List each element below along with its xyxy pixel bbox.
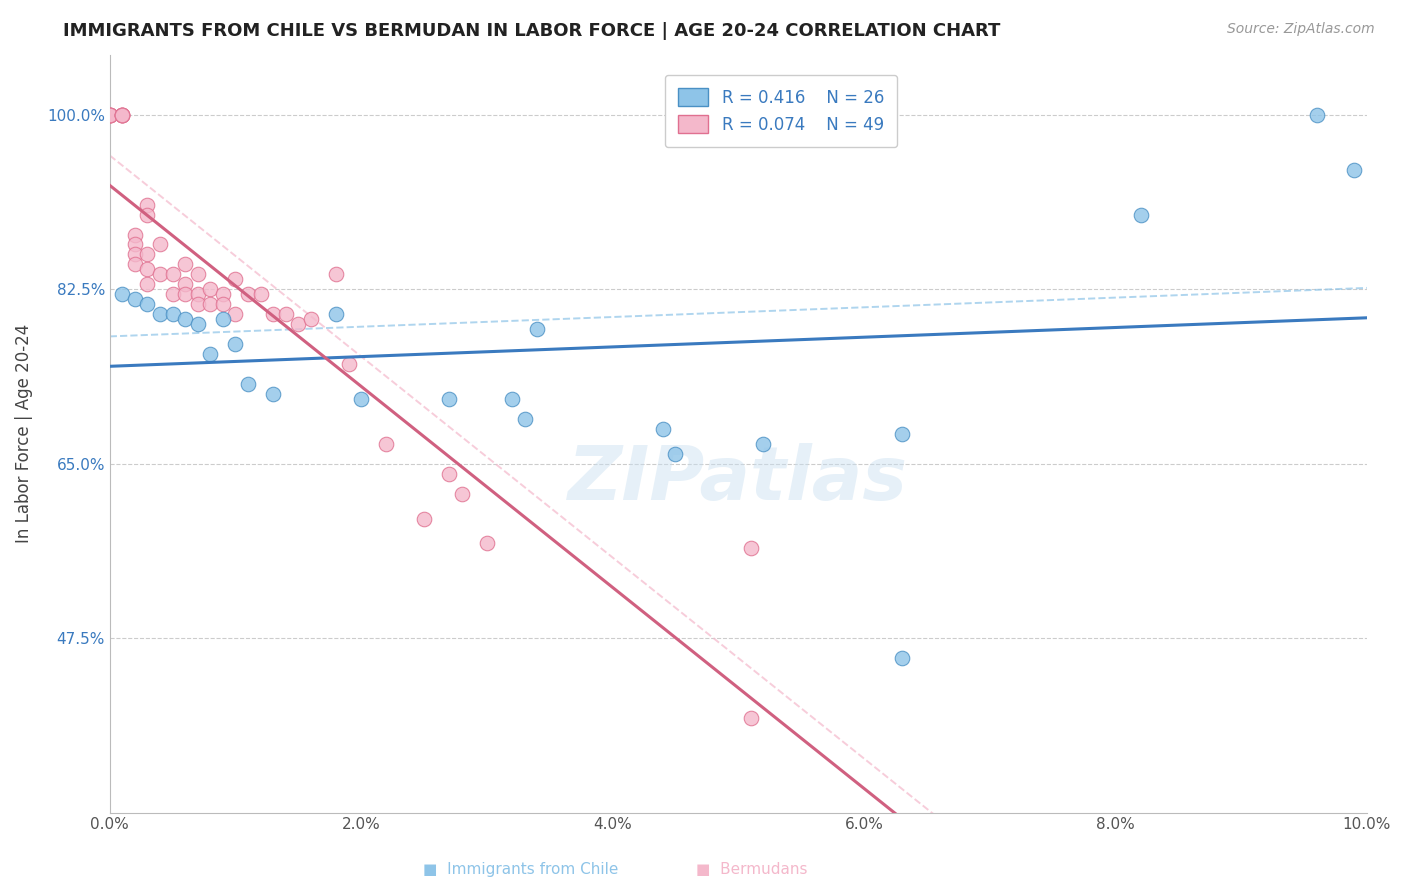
Point [526, 322, 548, 336]
Point [1129, 208, 1152, 222]
Text: ZIPatlas: ZIPatlas [568, 442, 908, 516]
Point [111, 108, 134, 122]
Point [212, 287, 235, 301]
Point [136, 197, 159, 211]
Point [136, 262, 159, 277]
Point [98, 108, 121, 122]
Point [350, 392, 373, 406]
Point [162, 268, 184, 282]
Point [111, 287, 134, 301]
Point [200, 297, 222, 311]
Point [287, 317, 309, 331]
Point [174, 287, 197, 301]
Point [200, 347, 222, 361]
Point [124, 247, 146, 261]
Point [124, 237, 146, 252]
Point [299, 312, 322, 326]
Point [437, 467, 460, 481]
Legend: R = 0.416    N = 26, R = 0.074    N = 49: R = 0.416 N = 26, R = 0.074 N = 49 [665, 75, 897, 147]
Point [236, 377, 259, 392]
Point [249, 287, 271, 301]
Text: ■  Immigrants from Chile: ■ Immigrants from Chile [423, 863, 617, 877]
Point [651, 422, 673, 436]
Point [174, 312, 197, 326]
Point [890, 651, 912, 665]
Point [98, 108, 121, 122]
Point [98, 108, 121, 122]
Y-axis label: In Labor Force | Age 20-24: In Labor Force | Age 20-24 [15, 324, 32, 543]
Point [174, 277, 197, 292]
Point [149, 307, 172, 321]
Point [111, 108, 134, 122]
Point [200, 282, 222, 296]
Point [224, 337, 246, 351]
Point [752, 437, 775, 451]
Point [664, 447, 686, 461]
Point [98, 108, 121, 122]
Point [174, 257, 197, 271]
Point [111, 108, 134, 122]
Point [890, 426, 912, 441]
Point [740, 541, 762, 556]
Point [325, 268, 347, 282]
Point [98, 108, 121, 122]
Point [162, 307, 184, 321]
Point [187, 268, 209, 282]
Point [224, 307, 246, 321]
Point [136, 208, 159, 222]
Point [274, 307, 297, 321]
Point [475, 536, 498, 550]
Point [124, 257, 146, 271]
Point [337, 357, 360, 371]
Point [262, 307, 284, 321]
Text: ■  Bermudans: ■ Bermudans [696, 863, 808, 877]
Point [262, 387, 284, 401]
Point [450, 486, 472, 500]
Point [187, 317, 209, 331]
Point [162, 287, 184, 301]
Point [413, 511, 436, 525]
Point [513, 412, 536, 426]
Point [149, 268, 172, 282]
Text: IMMIGRANTS FROM CHILE VS BERMUDAN IN LABOR FORCE | AGE 20-24 CORRELATION CHART: IMMIGRANTS FROM CHILE VS BERMUDAN IN LAB… [63, 22, 1001, 40]
Point [1343, 162, 1365, 177]
Point [111, 108, 134, 122]
Point [224, 272, 246, 286]
Point [740, 711, 762, 725]
Point [136, 247, 159, 261]
Point [501, 392, 523, 406]
Point [437, 392, 460, 406]
Text: Source: ZipAtlas.com: Source: ZipAtlas.com [1227, 22, 1375, 37]
Point [111, 108, 134, 122]
Point [325, 307, 347, 321]
Point [375, 437, 398, 451]
Point [149, 237, 172, 252]
Point [124, 227, 146, 242]
Point [136, 277, 159, 292]
Point [236, 287, 259, 301]
Point [212, 297, 235, 311]
Point [187, 287, 209, 301]
Point [212, 312, 235, 326]
Point [124, 293, 146, 307]
Point [187, 297, 209, 311]
Point [1305, 108, 1327, 122]
Point [136, 297, 159, 311]
